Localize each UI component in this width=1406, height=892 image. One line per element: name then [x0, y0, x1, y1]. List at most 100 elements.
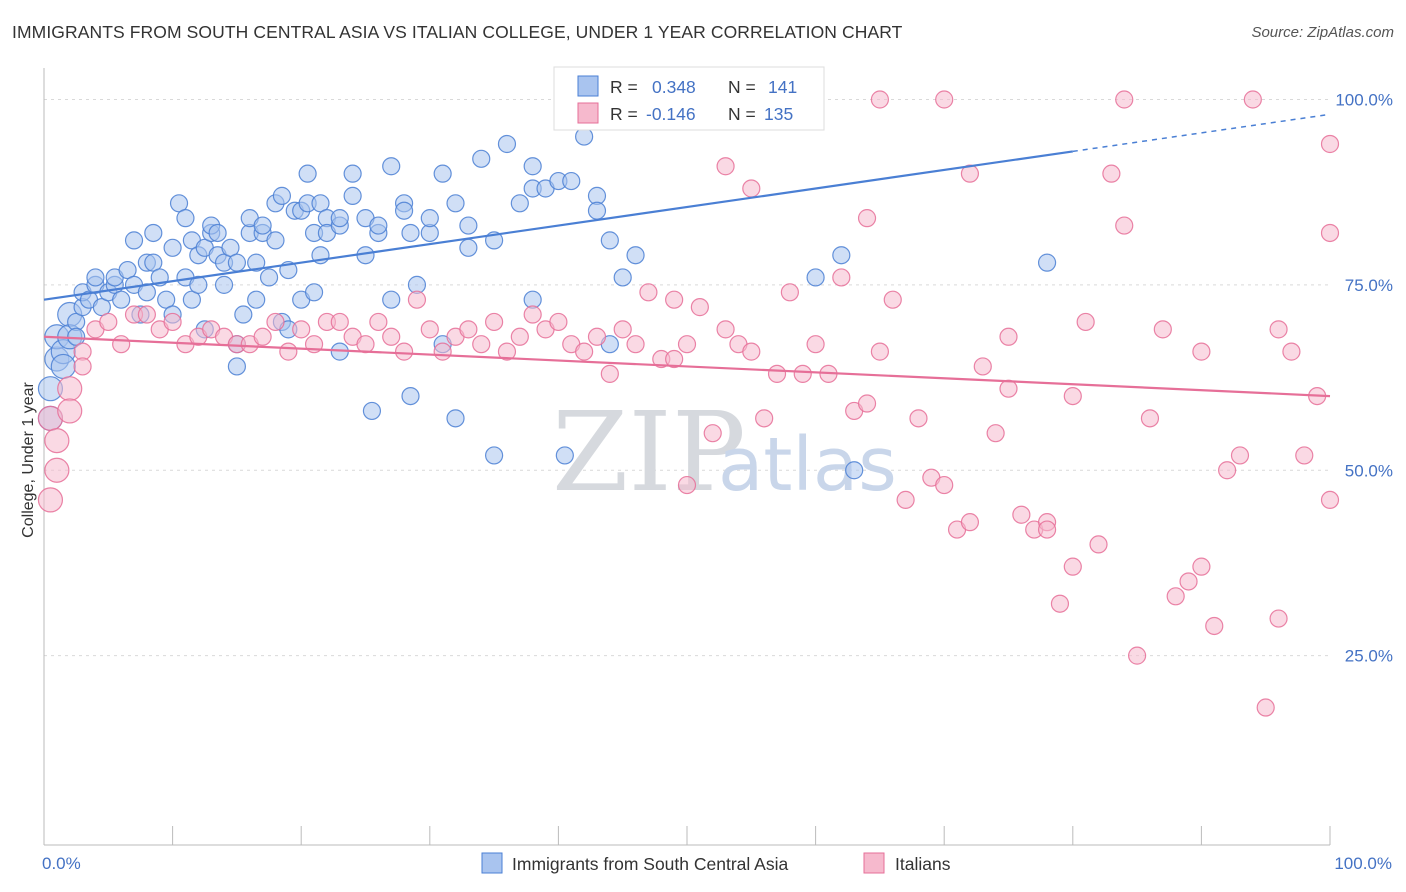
italians-point — [382, 327, 401, 346]
south-central-asia-point — [343, 186, 362, 205]
south-central-asia-point — [144, 223, 163, 243]
italians-point — [896, 490, 915, 510]
bottom-legend-label-blue: Immigrants from South Central Asia — [512, 854, 788, 874]
italians-point — [37, 487, 64, 513]
italians-point — [742, 179, 761, 198]
italians-point — [973, 357, 992, 376]
italians-point — [137, 305, 156, 324]
italians-point — [600, 364, 619, 383]
trend-line-pink — [43, 335, 1331, 398]
italians-point — [44, 457, 70, 483]
italians-point — [163, 312, 182, 332]
south-central-asia-point — [626, 246, 645, 265]
watermark-zip: ZIP — [552, 388, 746, 516]
legend-swatch-blue — [577, 75, 599, 97]
italians-point — [575, 342, 594, 361]
italians-point — [1115, 90, 1134, 109]
italians-point — [1218, 461, 1237, 480]
italians-point — [1269, 609, 1288, 628]
x-tick-label-max: 100.0% — [1334, 854, 1392, 873]
italians-point — [1063, 557, 1082, 576]
x-tick-label-min: 0.0% — [42, 854, 81, 873]
legend-n-label-pink: N = — [728, 104, 756, 124]
italians-point — [780, 283, 799, 302]
italians-point — [909, 409, 928, 428]
italians-point — [497, 342, 517, 361]
italians-point — [57, 376, 83, 402]
south-central-asia-point — [446, 409, 465, 428]
south-central-asia-point — [259, 268, 279, 287]
series-legend: Immigrants from South Central Asia Itali… — [481, 852, 951, 874]
bottom-legend-swatch-pink — [863, 852, 885, 874]
south-central-asia-point — [845, 461, 864, 480]
legend-n-value-blue: 141 — [768, 77, 797, 97]
italians-point — [1320, 134, 1340, 154]
italians-point — [857, 394, 877, 413]
south-central-asia-point — [50, 353, 76, 380]
legend-r-value-pink: -0.146 — [646, 104, 696, 124]
italians-point — [1037, 520, 1057, 539]
south-central-asia-point — [227, 357, 246, 376]
south-central-asia-point — [510, 194, 529, 213]
italians-point — [369, 312, 388, 332]
legend-swatch-pink — [577, 102, 599, 124]
y-tick-label-100: 100.0% — [1335, 91, 1393, 110]
italians-point — [832, 268, 851, 287]
italians-point — [1102, 164, 1121, 183]
italians-point — [935, 90, 954, 109]
stats-legend-box — [553, 66, 825, 131]
south-central-asia-point — [459, 216, 478, 235]
south-central-asia-point — [523, 157, 542, 176]
italians-point — [433, 342, 452, 361]
legend-r-value-blue: 0.348 — [652, 77, 696, 97]
italians-point — [485, 312, 504, 332]
y-axis-label: College, Under 1 year — [20, 382, 37, 538]
south-central-asia-point — [214, 275, 234, 294]
south-central-asia-point — [369, 216, 388, 235]
italians-point — [1269, 320, 1288, 339]
italians-point — [253, 327, 272, 346]
grid-lines — [44, 99, 1330, 657]
south-central-asia-point — [382, 157, 401, 176]
south-central-asia-point — [401, 387, 420, 406]
italians-point — [266, 312, 285, 332]
italians-point — [420, 320, 439, 339]
italians-point — [716, 157, 735, 176]
italians-point — [112, 335, 131, 354]
italians-point — [613, 320, 632, 339]
south-central-asia-point — [227, 253, 246, 272]
italians-point — [1153, 320, 1172, 339]
series-pink-points — [37, 90, 1340, 717]
south-central-asia-point — [247, 290, 266, 309]
south-central-asia-point — [234, 305, 253, 324]
south-central-asia-point — [304, 283, 324, 302]
south-central-asia-point — [124, 231, 144, 250]
south-central-asia-point — [446, 194, 465, 213]
italians-point — [1115, 216, 1134, 235]
italians-point — [523, 305, 542, 324]
legend-n-label-blue: N = — [728, 77, 756, 97]
italians-point — [1063, 387, 1082, 406]
italians-point — [1192, 557, 1211, 576]
south-central-asia-point — [613, 268, 632, 287]
italians-point — [279, 342, 298, 361]
italians-point — [690, 298, 709, 317]
south-central-asia-point — [1037, 253, 1057, 272]
watermark-atlas: atlas — [718, 422, 897, 508]
south-central-asia-point — [420, 209, 439, 228]
italians-point — [1166, 587, 1185, 606]
italians-point — [292, 320, 311, 339]
italians-point — [677, 475, 697, 495]
italians-point — [677, 335, 697, 354]
italians-point — [986, 424, 1005, 443]
italians-point — [1320, 223, 1340, 243]
italians-point — [1243, 90, 1262, 109]
south-central-asia-point — [343, 164, 362, 183]
chart-source: Source: ZipAtlas.com — [1251, 24, 1394, 41]
south-central-asia-point — [600, 231, 619, 250]
south-central-asia-point — [208, 223, 227, 243]
y-tick-label-75: 75.0% — [1345, 276, 1393, 295]
south-central-asia-point — [587, 201, 607, 220]
italians-point — [870, 90, 890, 109]
south-central-asia-point — [266, 231, 285, 250]
